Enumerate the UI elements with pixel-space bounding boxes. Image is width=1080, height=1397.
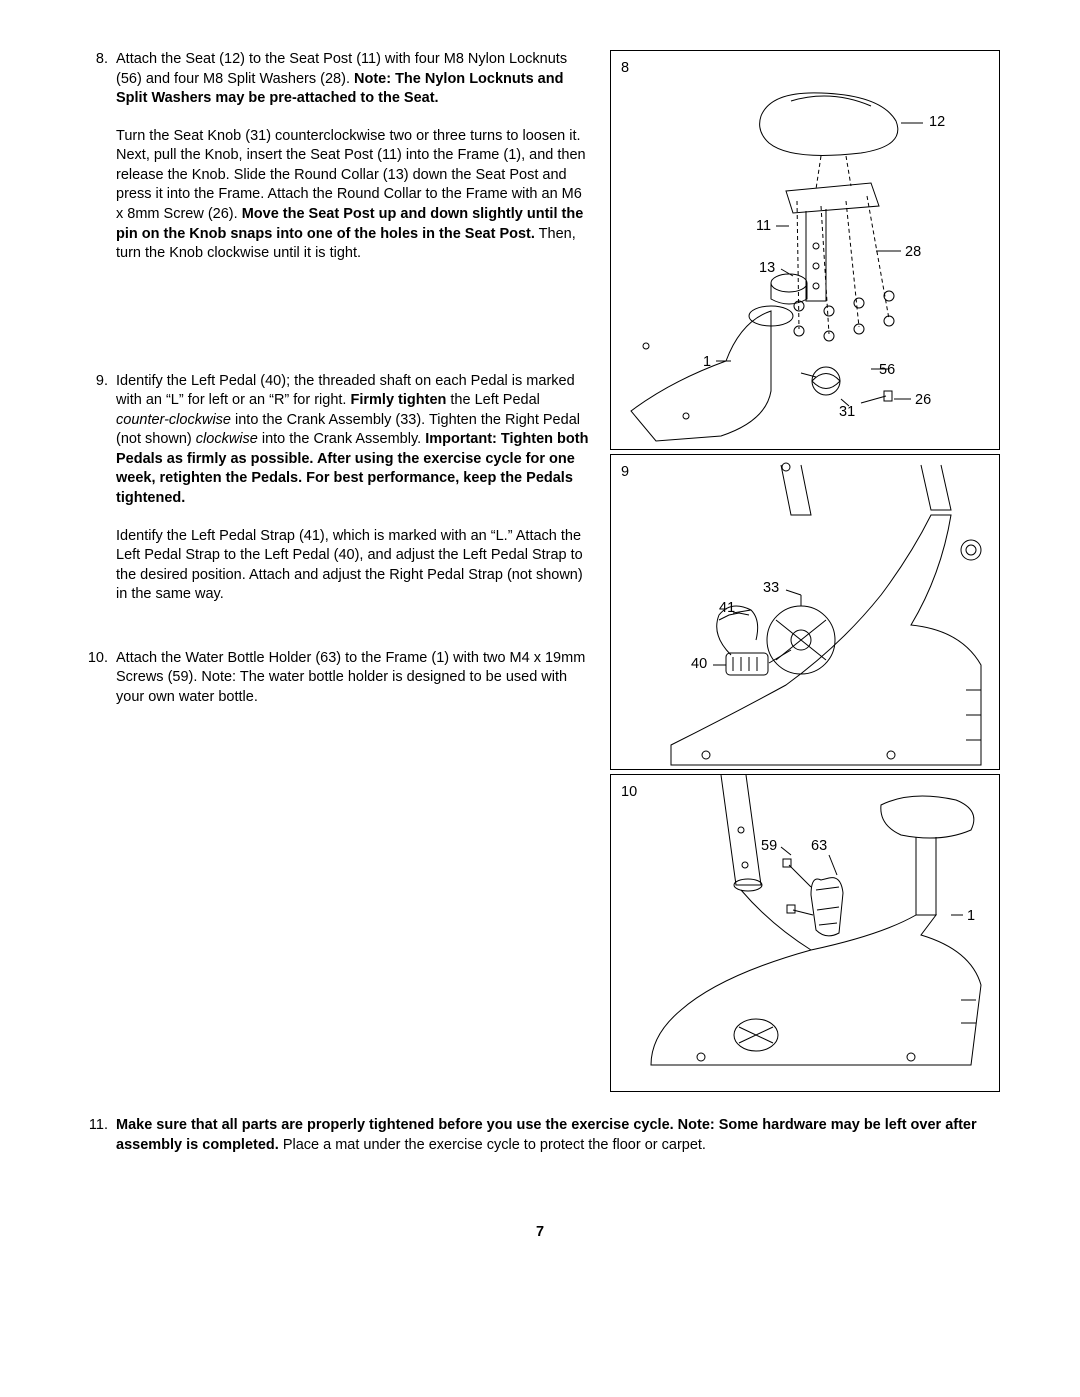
callout: 33 bbox=[763, 579, 779, 599]
step-8: 8. Attach the Seat (12) to the Seat Post… bbox=[80, 50, 592, 282]
step-11-item: 11. Make sure that all parts are properl… bbox=[80, 1116, 1000, 1173]
callout: 41 bbox=[719, 599, 735, 619]
figure-8: 8 bbox=[610, 50, 1000, 450]
step-number: 11. bbox=[80, 1116, 116, 1173]
figure-10-svg bbox=[611, 775, 1001, 1093]
figure-9: 9 bbox=[610, 454, 1000, 770]
callout: 31 bbox=[839, 403, 855, 423]
callout: 59 bbox=[761, 837, 777, 857]
figure-column: 8 bbox=[610, 50, 1000, 1096]
step-number: 9. bbox=[80, 372, 116, 623]
step8-para1: Attach the Seat (12) to the Seat Post (1… bbox=[116, 50, 592, 109]
step-body: Attach the Water Bottle Holder (63) to t… bbox=[116, 649, 592, 726]
callout: 56 bbox=[879, 361, 895, 381]
step-number: 10. bbox=[80, 649, 116, 726]
callout: 1 bbox=[967, 907, 975, 927]
step-10: 10. Attach the Water Bottle Holder (63) … bbox=[80, 649, 592, 726]
figure-10: 10 bbox=[610, 774, 1000, 1092]
figure-9-svg bbox=[611, 455, 1001, 771]
step9-para1: Identify the Left Pedal (40); the thread… bbox=[116, 372, 592, 509]
figure-label: 10 bbox=[621, 783, 637, 803]
callout: 26 bbox=[915, 391, 931, 411]
callout: 63 bbox=[811, 837, 827, 857]
step-number: 8. bbox=[80, 50, 116, 282]
step-body: Make sure that all parts are properly ti… bbox=[116, 1116, 1000, 1173]
text: into the Crank Assembly. bbox=[258, 431, 425, 447]
figure-label: 9 bbox=[621, 463, 629, 483]
text-bold: Firmly tighten bbox=[351, 392, 447, 408]
figure-8-svg bbox=[611, 51, 1001, 451]
text: the Left Pedal bbox=[446, 392, 540, 408]
callout: 11 bbox=[756, 217, 771, 237]
callout: 40 bbox=[691, 655, 707, 675]
text: Place a mat under the exercise cycle to … bbox=[279, 1137, 706, 1153]
text-italic: counter-clockwise bbox=[116, 412, 231, 428]
step10-para1: Attach the Water Bottle Holder (63) to t… bbox=[116, 649, 592, 708]
step-body: Attach the Seat (12) to the Seat Post (1… bbox=[116, 50, 592, 282]
step-11: 11. Make sure that all parts are properl… bbox=[80, 1116, 1000, 1173]
step8-para2: Turn the Seat Knob (31) counterclockwise… bbox=[116, 127, 592, 264]
row-steps-8-10: 8. Attach the Seat (12) to the Seat Post… bbox=[80, 50, 1000, 1096]
callout: 13 bbox=[759, 259, 775, 279]
callout: 1 bbox=[703, 353, 711, 373]
text-column: 8. Attach the Seat (12) to the Seat Post… bbox=[80, 50, 592, 1096]
page-number: 7 bbox=[80, 1223, 1000, 1243]
step-9: 9. Identify the Left Pedal (40); the thr… bbox=[80, 372, 592, 623]
step11-para1: Make sure that all parts are properly ti… bbox=[116, 1116, 1000, 1155]
text-italic: clockwise bbox=[196, 431, 258, 447]
figure-label: 8 bbox=[621, 59, 629, 79]
callout: 28 bbox=[905, 243, 921, 263]
step-body: Identify the Left Pedal (40); the thread… bbox=[116, 372, 592, 623]
step9-para2: Identify the Left Pedal Strap (41), whic… bbox=[116, 527, 592, 605]
callout: 12 bbox=[929, 113, 945, 133]
instruction-list: 8. Attach the Seat (12) to the Seat Post… bbox=[80, 50, 592, 726]
